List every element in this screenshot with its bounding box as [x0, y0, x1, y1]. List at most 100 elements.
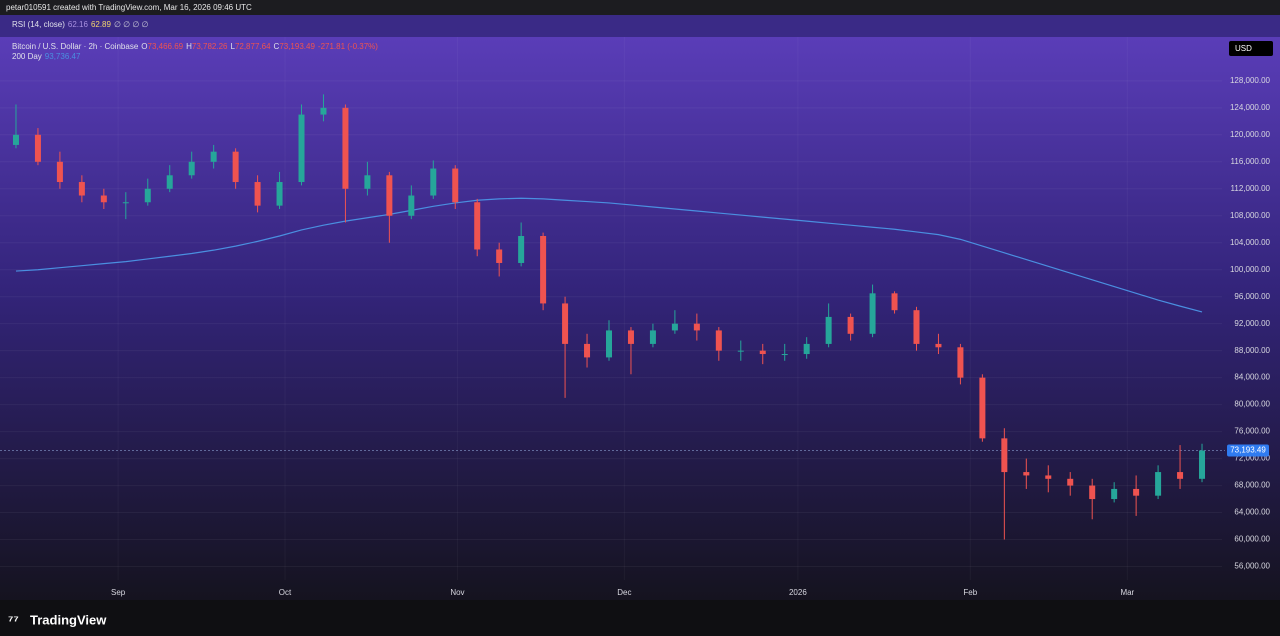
symbol: Bitcoin / U.S. Dollar · 2h · Coinbase	[12, 42, 139, 51]
y-tick-label: 116,000.00	[1231, 157, 1271, 166]
candle-body	[781, 354, 788, 356]
y-tick-label: 68,000.00	[1234, 481, 1270, 490]
x-tick-label: Dec	[617, 588, 631, 597]
y-tick-label: 76,000.00	[1234, 427, 1270, 436]
candle-body	[408, 195, 415, 216]
rsi-legend: RSI (14, close) 62.16 62.89 ∅ ∅ ∅ ∅	[12, 20, 149, 29]
rsi-strip	[0, 15, 1280, 37]
change: -271.81 (-0.37%)	[318, 42, 378, 51]
y-tick-label: 60,000.00	[1234, 535, 1270, 544]
currency-box[interactable]	[1229, 41, 1273, 56]
candle-body	[627, 330, 634, 344]
candle-body	[342, 107, 349, 189]
candle-body	[56, 161, 63, 183]
ohlc-key: O	[141, 42, 147, 51]
candle-body	[276, 182, 283, 206]
candle-body	[1045, 475, 1052, 479]
candle-body	[1067, 478, 1074, 486]
candle-body	[496, 249, 503, 263]
candle-body	[254, 182, 261, 206]
candle-body	[34, 134, 41, 162]
y-tick-label: 80,000.00	[1234, 400, 1270, 409]
rsi-value: 62.89	[91, 20, 112, 29]
ohlc-value: 73,782.26	[192, 42, 228, 51]
ohlc-key: H	[186, 42, 192, 51]
y-tick-label: 88,000.00	[1234, 346, 1270, 355]
candle-body	[606, 330, 612, 358]
y-tick-label: 128,000.00	[1230, 76, 1271, 85]
candle-body	[979, 377, 986, 439]
candle-body	[957, 347, 964, 378]
candle-body	[540, 235, 547, 304]
y-tick-label: 124,000.00	[1230, 103, 1271, 112]
candle-body	[935, 343, 942, 348]
top-bar	[0, 0, 1280, 15]
footer-bar	[0, 600, 1280, 636]
y-tick-label: 96,000.00	[1234, 292, 1270, 301]
rsi-label: RSI (14, close)	[12, 20, 65, 29]
header-text: petar010591 created with TradingView.com…	[6, 3, 252, 12]
x-tick-label: Feb	[963, 588, 977, 597]
candle-body	[1089, 485, 1096, 500]
candle-body	[188, 161, 195, 176]
ma-legend: 200 Day 93,736.47	[12, 52, 81, 61]
candle-body	[298, 114, 305, 183]
y-tick-label: 56,000.00	[1234, 562, 1270, 571]
x-tick-label: Nov	[450, 588, 464, 597]
ma-name: 200 Day	[12, 52, 42, 61]
candle-body	[869, 293, 876, 334]
currency[interactable]: USD	[1235, 44, 1252, 53]
candle-body	[649, 330, 656, 344]
candle-body	[386, 175, 393, 216]
candle-body	[759, 350, 766, 355]
candle-body	[825, 316, 832, 344]
candle-body	[452, 168, 459, 203]
candle-body	[693, 323, 700, 331]
candle-body	[1177, 472, 1184, 479]
ohlc-value: 73,466.69	[148, 42, 184, 51]
candle-body	[122, 202, 129, 204]
candle-body	[584, 343, 591, 358]
candle-body	[803, 343, 810, 355]
ohlc-value: 73,193.49	[279, 42, 315, 51]
ma-value: 93,736.47	[45, 52, 81, 61]
candle-body	[1199, 450, 1206, 479]
y-tick-label: 72,000.00	[1234, 454, 1270, 463]
last-price-label: 73,193.49	[1230, 446, 1266, 455]
y-tick-label: 108,000.00	[1230, 211, 1271, 220]
x-tick-label: Oct	[279, 588, 292, 597]
candle-body	[847, 316, 854, 334]
y-tick-label: 100,000.00	[1230, 265, 1271, 274]
ohlc-key: C	[274, 42, 280, 51]
candle-body	[78, 182, 85, 196]
plot-background	[0, 37, 1280, 600]
candle-body	[474, 202, 481, 250]
candle-body	[671, 323, 678, 331]
candle-body	[166, 175, 173, 189]
candle-body	[737, 350, 744, 352]
x-tick-label: 2026	[789, 588, 807, 597]
brand: TradingView	[30, 612, 107, 627]
candle-body	[913, 310, 920, 344]
candle-body	[320, 107, 327, 115]
x-tick-label: Mar	[1120, 588, 1134, 597]
candle-body	[1001, 438, 1008, 473]
candle-body	[364, 175, 371, 189]
ohlc-value: 72,877.64	[235, 42, 271, 51]
candle-body	[1111, 488, 1118, 500]
y-tick-label: 84,000.00	[1234, 373, 1270, 382]
rsi-value: 62.16	[68, 20, 89, 29]
x-tick-label: Sep	[111, 588, 126, 597]
ma-line	[15, 197, 1203, 313]
candle-body	[715, 330, 722, 351]
candle-body	[232, 151, 239, 183]
rsi-empty: ∅ ∅ ∅ ∅	[114, 20, 149, 29]
candle-body	[1133, 488, 1140, 496]
y-tick-label: 64,000.00	[1234, 508, 1270, 517]
candle-body	[100, 195, 107, 203]
candle-body	[430, 168, 437, 196]
candle-body	[1023, 472, 1030, 476]
y-tick-label: 120,000.00	[1230, 130, 1271, 139]
